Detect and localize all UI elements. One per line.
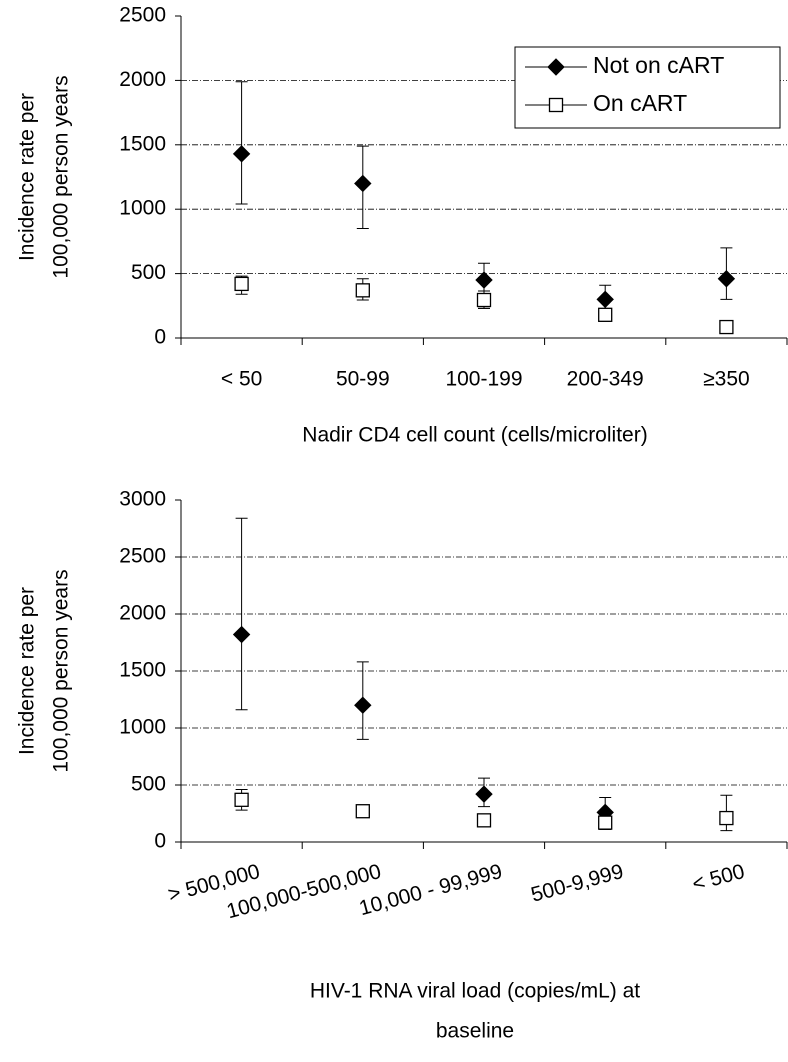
y-tick-label: 2000: [119, 68, 166, 91]
marker: [354, 696, 372, 714]
x-axis-title: baseline: [436, 1020, 514, 1043]
x-tick-label: 200-349: [567, 368, 644, 391]
marker: [355, 283, 370, 298]
legend-label: On cART: [593, 90, 687, 116]
marker: [475, 271, 493, 289]
y-tick-label: 0: [154, 830, 166, 853]
marker: [232, 145, 251, 163]
marker: [232, 625, 251, 644]
x-tick-label: ≥350: [703, 368, 750, 391]
marker: [475, 785, 493, 803]
marker: [354, 174, 372, 193]
legend-marker: [547, 58, 565, 76]
x-tick-label: < 50: [221, 368, 262, 391]
marker: [717, 270, 736, 288]
marker: [719, 319, 734, 335]
marker: [598, 815, 613, 830]
y-tick-label: 1500: [119, 132, 166, 155]
y-tick-label: 2000: [119, 602, 166, 625]
y-tick-label: 1000: [119, 716, 166, 739]
y-axis-title: Incidence rate per: [16, 587, 39, 755]
marker: [476, 292, 492, 308]
y-axis-title: 100,000 person years: [50, 569, 73, 772]
marker: [719, 810, 734, 826]
marker: [355, 804, 370, 819]
x-tick-label: 500-9,999: [529, 860, 626, 907]
y-tick-label: 1500: [119, 659, 166, 682]
y-tick-label: 2500: [119, 545, 166, 568]
legend-label: Not on cART: [593, 52, 724, 78]
x-axis-title: HIV-1 RNA viral load (copies/mL) at: [310, 980, 640, 1003]
y-tick-label: 2500: [119, 4, 166, 27]
x-axis-title: Nadir CD4 cell count (cells/microliter): [302, 424, 647, 447]
x-tick-label: < 500: [690, 860, 747, 896]
y-tick-label: 0: [154, 326, 166, 349]
y-tick-label: 500: [131, 773, 166, 796]
y-axis-title: Incidence rate per: [16, 93, 39, 261]
error-bar: [235, 81, 248, 205]
y-axis-title: 100,000 person years: [50, 75, 73, 278]
x-tick-label: 100-199: [445, 368, 522, 391]
legend-marker: [548, 97, 564, 113]
y-tick-label: 500: [131, 261, 166, 284]
marker: [476, 813, 492, 828]
y-tick-label: 1000: [119, 197, 166, 220]
legend-box: [514, 46, 781, 129]
marker: [596, 290, 614, 309]
error-bar: [235, 517, 248, 711]
marker: [234, 792, 249, 807]
marker: [598, 307, 613, 322]
y-tick-label: 3000: [119, 488, 166, 511]
marker: [234, 276, 249, 292]
x-tick-label: 50-99: [336, 368, 390, 391]
